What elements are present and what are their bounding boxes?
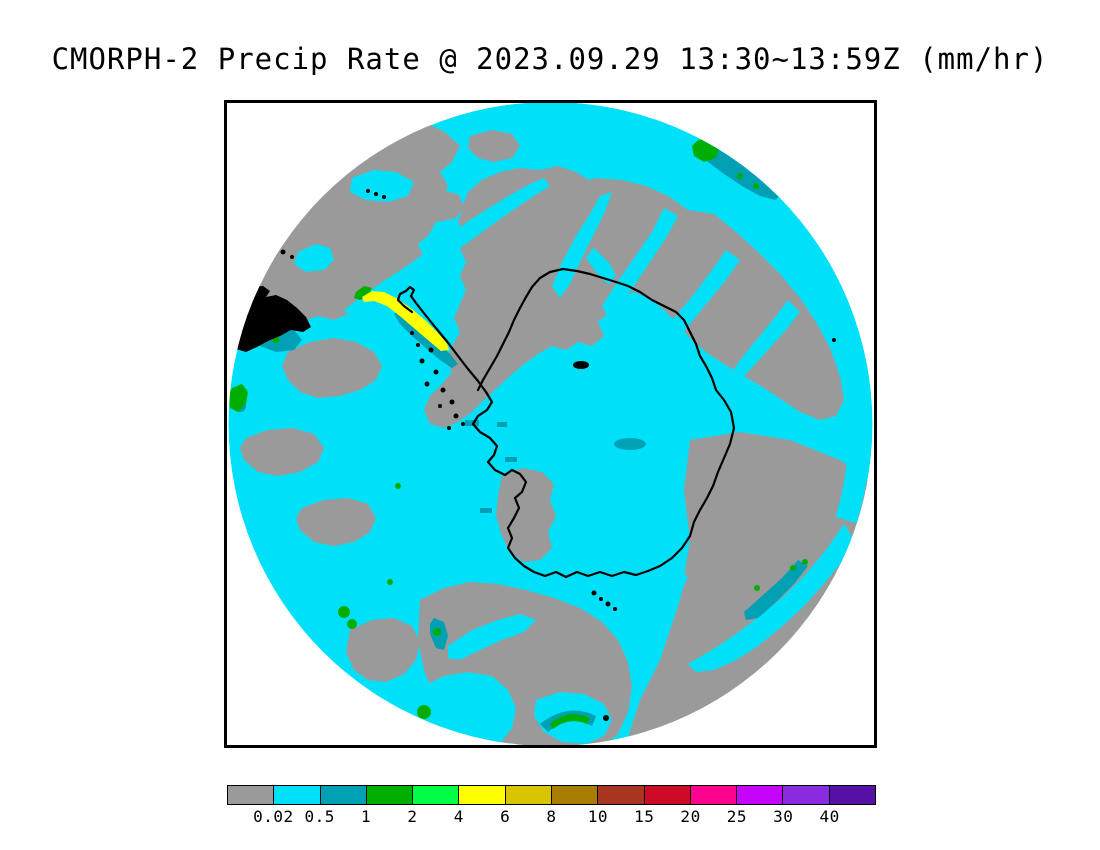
colorbar-segment-6 [505,786,552,804]
colorbar-segment-1 [274,786,321,804]
colorbar-tick-30: 30 [773,807,794,826]
plot-title: CMORPH-2 Precip Rate @ 2023.09.29 13:30~… [51,42,1049,76]
colorbar-tick-40: 40 [819,807,840,826]
colorbar-tick-1: 1 [360,807,372,826]
antarctica-coastline [396,267,736,579]
colorbar-segment-3 [366,786,414,804]
colorbar-segment-9 [644,786,691,804]
colorbar-segment-4 [413,786,460,804]
colorbar-segment-2 [320,786,367,804]
colorbar-tick-8: 8 [546,807,557,826]
colorbar-segment-10 [690,786,738,804]
colorbar-segment-7 [551,786,599,804]
light-precip-cyan-streaks [294,109,871,745]
colorbar-tick-2: 2 [407,807,418,826]
colorbar-tick-0.02: 0.02 [253,807,294,826]
colorbar-tick-10: 10 [587,807,608,826]
intense-precip-yellow-streak [362,291,449,351]
colorbar-tick-25: 25 [726,807,748,826]
colorbar-tick-0.5: 0.5 [304,807,335,826]
colorbar-tick-20: 20 [680,807,701,826]
precip-map-svg [228,103,873,745]
colorbar-segment-8 [598,786,645,804]
islands [280,189,836,721]
colorbar-segment-12 [783,786,830,804]
colorbar-segment-11 [737,786,784,804]
colorbar-tick-6: 6 [500,807,511,826]
colorbar-segment-5 [459,786,506,804]
colorbar-tick-4: 4 [453,807,464,826]
colorbar [227,785,876,805]
colorbar-segment-0 [228,786,275,804]
colorbar-tick-15: 15 [634,807,655,826]
colorbar-segment-13 [829,786,875,804]
colorbar-tick-labels: 0.02 0.5 1 2 4 6 8 10 15 20 25 30 40 [227,807,876,829]
map-frame [224,100,877,748]
